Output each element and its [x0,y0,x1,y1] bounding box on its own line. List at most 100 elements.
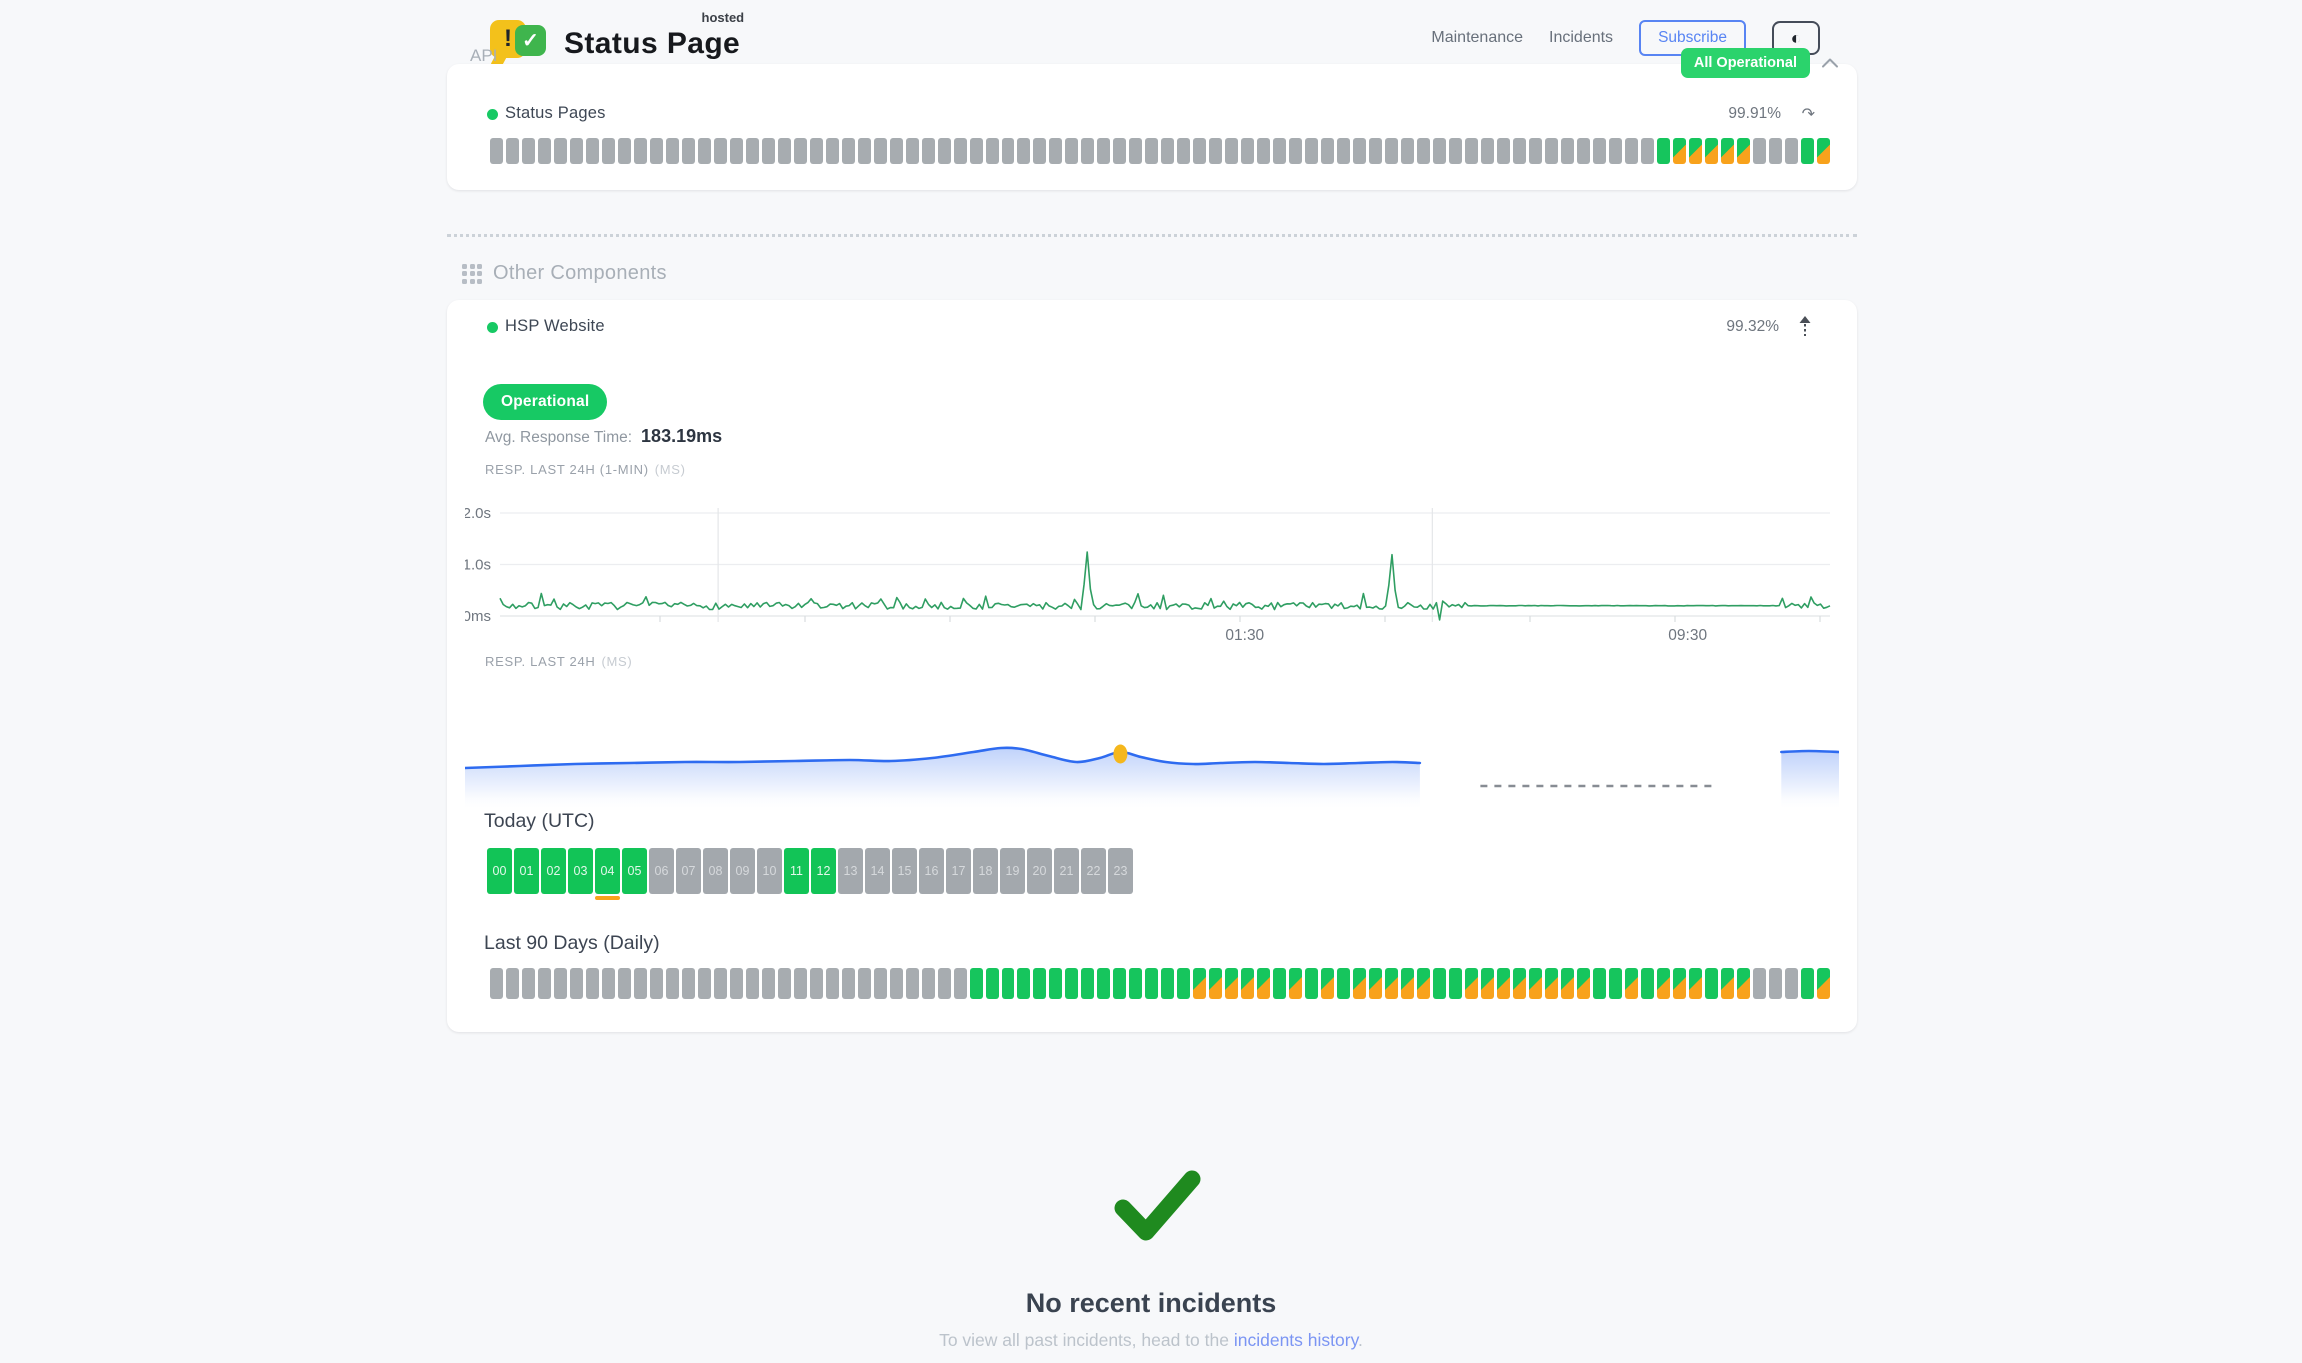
uptime-bar[interactable] [1640,968,1654,999]
hour-cell[interactable]: 05 [622,848,647,894]
hour-cell[interactable]: 04 [595,848,620,900]
uptime-bar[interactable] [633,138,647,164]
uptime-bar[interactable] [665,968,679,999]
overall-status-badge[interactable]: All Operational [1680,48,1810,78]
uptime-bar[interactable] [585,968,599,999]
uptime-bar[interactable] [1624,138,1638,164]
uptime-bar[interactable] [1449,138,1463,164]
uptime-bar[interactable] [873,968,887,999]
uptime-bar[interactable] [905,968,919,999]
uptime-bar[interactable] [905,138,919,164]
uptime-bar[interactable] [601,138,615,164]
uptime-bar[interactable] [1816,968,1830,999]
uptime-bar[interactable] [1129,968,1143,999]
uptime-bar[interactable] [713,138,727,164]
uptime-bar[interactable] [1273,138,1287,164]
uptime-bar[interactable] [1065,138,1079,164]
uptime-bar[interactable] [1353,968,1367,999]
uptime-bar[interactable] [1560,138,1574,164]
uptime-bar[interactable] [553,968,567,999]
uptime-bar[interactable] [1560,968,1574,999]
uptime-bar[interactable] [617,138,631,164]
uptime-bar[interactable] [1321,968,1335,999]
collapse-arrow-icon[interactable] [1797,314,1813,338]
uptime-bar[interactable] [1305,138,1319,164]
uptime-bar[interactable] [1145,138,1159,164]
uptime-bar[interactable] [1129,138,1143,164]
uptime-bar[interactable] [1193,138,1207,164]
uptime-bar[interactable] [1816,138,1830,164]
uptime-bar[interactable] [937,138,951,164]
nav-maintenance[interactable]: Maintenance [1431,29,1524,46]
uptime-bar[interactable] [1193,968,1207,999]
uptime-bar[interactable] [1209,138,1223,164]
uptime-bar[interactable] [665,138,679,164]
uptime-bar[interactable] [1209,968,1223,999]
uptime-bar[interactable] [1513,968,1526,999]
uptime-bar[interactable] [1608,968,1622,999]
uptime-bar[interactable] [745,968,759,999]
uptime-bar[interactable] [729,968,743,999]
uptime-bar[interactable] [969,138,983,164]
uptime-bar[interactable] [521,138,535,164]
uptime-bar[interactable] [825,968,839,999]
uptime-bar[interactable] [617,968,631,999]
uptime-bar[interactable] [841,968,855,999]
uptime-bar[interactable] [1528,968,1542,999]
uptime-bar[interactable] [1257,968,1271,999]
uptime-bar[interactable] [1672,138,1686,164]
uptime-bar[interactable] [681,138,695,164]
uptime-bar[interactable] [1369,968,1383,999]
incidents-history-link[interactable]: incidents history [1233,1330,1359,1350]
hour-cell[interactable]: 01 [514,848,539,894]
uptime-bar[interactable] [793,138,807,164]
uptime-bar[interactable] [1656,138,1670,164]
uptime-bar[interactable] [505,138,519,164]
hour-cell[interactable]: 06 [649,848,674,894]
uptime-bar[interactable] [585,138,599,164]
uptime-bar[interactable] [1161,138,1175,164]
uptime-bar[interactable] [569,968,583,999]
uptime-bar[interactable] [1049,968,1063,999]
uptime-bar[interactable] [1497,968,1510,999]
uptime-bar[interactable] [777,138,791,164]
uptime-bar[interactable] [841,138,855,164]
hour-cell[interactable]: 00 [487,848,512,894]
hour-cell[interactable]: 11 [784,848,809,894]
uptime-bar[interactable] [921,968,935,999]
uptime-bar[interactable] [537,968,551,999]
uptime-bar[interactable] [1688,138,1702,164]
uptime-bar[interactable] [649,138,663,164]
uptime-bar[interactable] [1433,968,1447,999]
uptime-bar[interactable] [1049,138,1063,164]
hour-cell[interactable]: 08 [703,848,728,894]
uptime-bar[interactable] [1576,968,1590,999]
hour-cell[interactable]: 20 [1027,848,1052,894]
uptime-bar[interactable] [1433,138,1447,164]
hour-cell[interactable]: 18 [973,848,998,894]
uptime-bar[interactable] [505,968,519,999]
uptime-bar[interactable] [1704,968,1718,999]
uptime-bar[interactable] [1784,138,1798,164]
uptime-bar[interactable] [1688,968,1702,999]
uptime-bar[interactable] [921,138,935,164]
uptime-bar[interactable] [1369,138,1383,164]
uptime-bar[interactable] [601,968,615,999]
uptime-bar[interactable] [1592,968,1606,999]
uptime-bar[interactable] [889,138,903,164]
hour-cell[interactable]: 19 [1000,848,1025,894]
uptime-bar[interactable] [1289,138,1303,164]
uptime-bar[interactable] [1001,968,1015,999]
hour-cell[interactable]: 02 [541,848,566,894]
uptime-bar[interactable] [745,138,759,164]
uptime-bar[interactable] [1736,968,1750,999]
uptime-bar[interactable] [1704,138,1718,164]
hour-cell[interactable]: 10 [757,848,782,894]
uptime-bar[interactable] [1001,138,1015,164]
uptime-bar[interactable] [1497,138,1510,164]
uptime-bar[interactable] [1608,138,1622,164]
uptime-bar[interactable] [1417,968,1431,999]
uptime-bar[interactable] [969,968,983,999]
uptime-bar[interactable] [1017,968,1031,999]
hour-cell[interactable]: 22 [1081,848,1106,894]
